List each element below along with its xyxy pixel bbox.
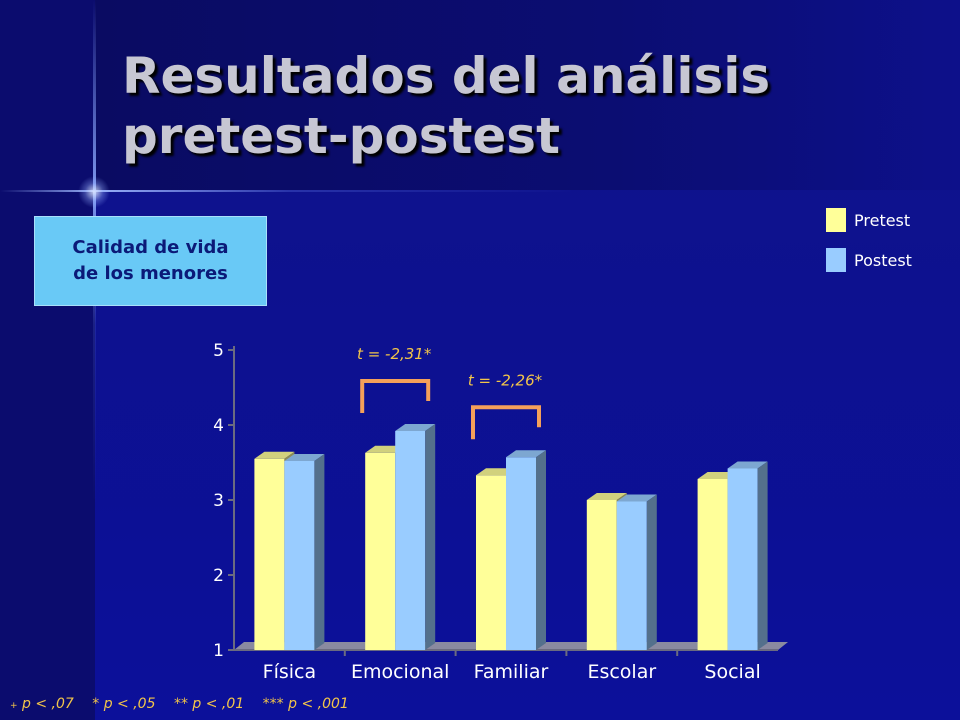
x-tick-label: Familiar <box>474 661 549 683</box>
footnote-marker: * <box>92 696 100 712</box>
flare-star <box>78 176 110 208</box>
legend-item-pretest: Pretest <box>826 208 912 232</box>
bar-side-postest <box>425 424 436 650</box>
footnote-text: p < ,07 <box>22 696 74 712</box>
y-tick-label: 5 <box>213 341 224 361</box>
subject-box: Calidad de vida de los menores <box>34 216 267 306</box>
bar-side-postest <box>757 461 768 650</box>
bar-pretest <box>254 458 285 650</box>
bar-top-pretest <box>254 451 295 459</box>
subject-label: Calidad de vida de los menores <box>72 237 229 284</box>
bar-top-pretest <box>586 493 627 500</box>
bar-postest <box>727 468 758 650</box>
bar-postest <box>616 501 647 650</box>
x-tick-label: Emocional <box>351 661 449 683</box>
x-tick-label: Escolar <box>587 661 656 683</box>
y-tick-label: 2 <box>213 566 224 586</box>
footnote-text: p < ,001 <box>288 696 349 712</box>
bar-top-postest <box>395 424 436 431</box>
x-tick-label: Física <box>263 661 316 683</box>
chart-legend: Pretest Postest <box>826 208 912 288</box>
significance-footnote: + p < ,07 * p < ,05 ** p < ,01 *** p < ,… <box>10 696 349 712</box>
footnote-marker: + <box>10 701 18 711</box>
significance-label: t = -2,31* <box>357 345 432 363</box>
legend-swatch-pretest <box>826 208 846 232</box>
bar-postest <box>284 461 315 650</box>
significance-label: t = -2,26* <box>468 371 543 389</box>
bar-side-postest <box>314 454 325 650</box>
significance-bracket <box>471 405 541 440</box>
bar-side-postest <box>646 494 657 650</box>
bar-chart: 1 2 3 4 5 Física Emocional Familiar Escolar Socia… <box>213 341 788 683</box>
bar-side-postest <box>536 450 546 650</box>
legend-label-pretest: Pretest <box>854 210 911 230</box>
header-band <box>95 0 960 190</box>
footnote-text: p < ,05 <box>103 696 156 712</box>
x-tick-label: Social <box>704 661 760 683</box>
flare-vertical-line <box>93 0 96 720</box>
y-tick-label: 1 <box>213 641 224 661</box>
bar-top-postest <box>284 454 325 461</box>
flare-horizontal-line <box>0 190 960 192</box>
footnote-text: p < ,01 <box>192 696 245 712</box>
bar-pretest <box>586 500 617 650</box>
legend-swatch-postest <box>826 248 846 272</box>
bar-postest <box>395 431 426 650</box>
bar-top-postest <box>506 450 546 458</box>
slide-title: Resultados del análisis pretest-postest <box>122 47 771 165</box>
bar-top-postest <box>616 494 657 502</box>
y-tick-label: 4 <box>213 416 224 436</box>
bar-postest <box>506 457 536 650</box>
significance-bracket <box>360 379 431 413</box>
footnote-marker: ** <box>173 696 188 712</box>
bar-pretest <box>476 475 506 650</box>
bar-pretest <box>697 479 728 650</box>
bar-pretest <box>365 452 396 650</box>
legend-label-postest: Postest <box>854 250 912 270</box>
y-tick-label: 3 <box>213 491 224 511</box>
footnote-marker: *** <box>262 696 284 712</box>
legend-item-postest: Postest <box>826 248 912 272</box>
bar-top-postest <box>727 461 768 469</box>
